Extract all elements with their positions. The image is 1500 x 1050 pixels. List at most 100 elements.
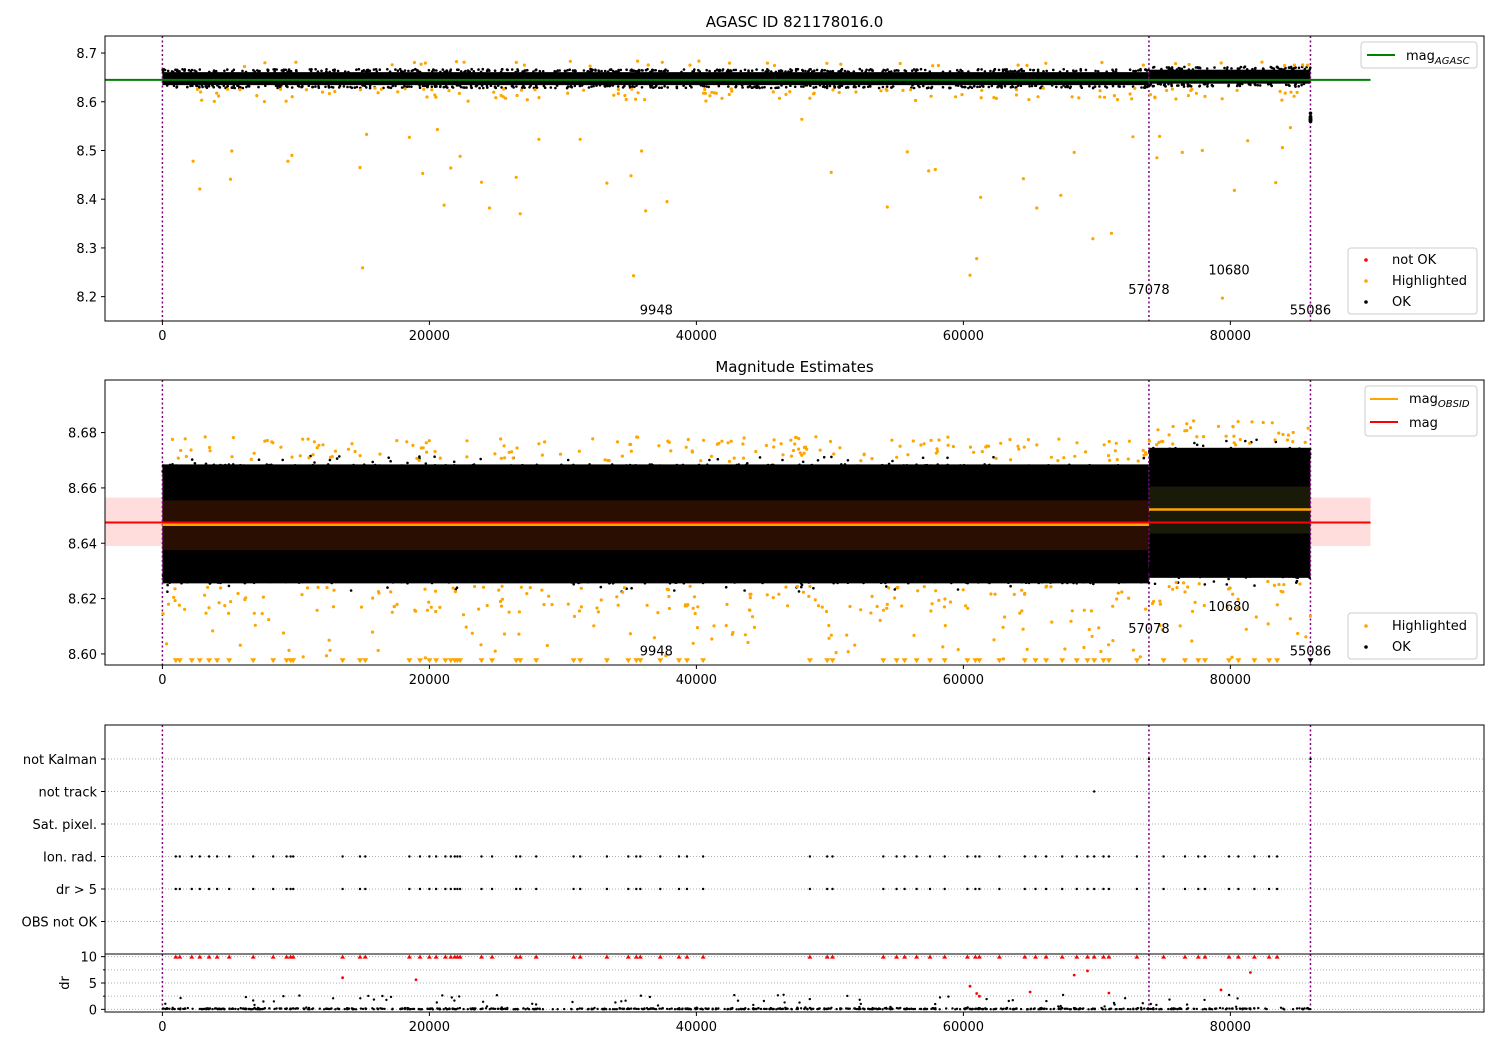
ok-point	[189, 69, 193, 73]
ok-point	[967, 70, 970, 73]
highlighted-point	[794, 435, 798, 439]
ok-point	[771, 466, 774, 470]
ok-point	[1182, 85, 1186, 88]
ok-point	[371, 466, 375, 470]
ok-point	[760, 86, 764, 89]
ok-point	[804, 69, 807, 73]
ok-point	[776, 471, 780, 475]
ok-point	[1028, 579, 1031, 582]
ok-point	[705, 68, 708, 72]
flag-point	[635, 887, 638, 891]
ok-point	[918, 85, 921, 89]
flag-point	[895, 887, 898, 891]
ok-point	[594, 464, 597, 468]
ok-point	[1217, 458, 1220, 461]
ok-point	[608, 84, 611, 88]
ok-point	[822, 571, 825, 574]
dr-point	[1179, 1007, 1182, 1010]
ok-point	[750, 69, 754, 72]
ok-point	[840, 68, 843, 72]
ok-band	[162, 72, 1149, 86]
dr-point	[1192, 1007, 1195, 1010]
clipped-highlighted-marker	[1032, 658, 1039, 664]
highlighted-point	[507, 450, 511, 454]
highlighted-point	[742, 436, 746, 440]
ok-point	[1062, 84, 1065, 87]
ok-point	[830, 455, 833, 459]
ok-point	[214, 466, 218, 470]
ok-point	[311, 463, 315, 467]
ok-point	[528, 580, 532, 584]
highlighted-point	[929, 94, 933, 98]
ok-point	[508, 469, 511, 473]
highlighted-point	[1234, 443, 1238, 447]
ok-point	[1303, 67, 1307, 71]
ok-point	[978, 465, 981, 468]
ok-point	[991, 573, 994, 577]
ok-point	[510, 68, 514, 71]
clipped-highlighted-marker	[270, 658, 277, 664]
ok-point	[218, 570, 222, 573]
ok-point	[1267, 82, 1271, 86]
ok-point	[692, 69, 696, 73]
ok-point	[265, 463, 269, 466]
ok-point	[1047, 466, 1050, 470]
ok-point	[956, 588, 960, 591]
highlighted-point	[1171, 424, 1175, 429]
ok-point	[351, 467, 355, 470]
ok-point	[1296, 576, 1300, 579]
dr-point	[164, 1002, 167, 1005]
ok-point	[701, 581, 705, 585]
ok-point	[643, 575, 646, 579]
highlighted-point	[979, 195, 983, 199]
flag-point	[831, 887, 834, 891]
flag-point	[1102, 887, 1105, 891]
highlighted-point	[1141, 448, 1145, 452]
ok-point	[226, 68, 229, 71]
highlighted-point	[993, 592, 997, 596]
highlighted-point	[798, 451, 802, 455]
ok-point	[997, 68, 1001, 72]
ok-point	[829, 70, 832, 73]
ok-point	[1153, 582, 1157, 586]
ok-point	[444, 464, 448, 467]
highlighted-point	[644, 209, 648, 213]
ok-point	[1081, 472, 1084, 476]
dr-point	[1058, 1007, 1061, 1010]
dr-point	[812, 1007, 815, 1010]
flag-point	[966, 887, 969, 891]
highlighted-point	[582, 88, 586, 92]
ok-point	[1050, 571, 1053, 575]
ok-point	[1065, 84, 1069, 87]
highlighted-point	[430, 88, 434, 92]
clipped-highlighted-marker	[577, 658, 584, 664]
ok-point	[1256, 567, 1260, 570]
dr-point	[783, 1001, 786, 1004]
ok-point	[869, 85, 872, 88]
highlighted-point	[447, 89, 451, 93]
highlighted-point	[1174, 62, 1178, 66]
ok-point	[987, 85, 991, 89]
highlighted-point	[603, 458, 607, 462]
ok-point	[688, 576, 692, 579]
highlighted-point	[304, 88, 308, 92]
ok-point	[721, 69, 724, 72]
ok-point	[952, 580, 956, 583]
ok-point	[859, 469, 862, 473]
ok-point	[1147, 68, 1150, 72]
ok-point	[581, 574, 585, 577]
highlighted-point	[853, 643, 857, 647]
dr-point	[711, 1007, 714, 1010]
dr-point	[762, 1007, 766, 1011]
dr-point	[903, 1007, 906, 1011]
ok-point	[623, 84, 626, 88]
ok-point	[1269, 65, 1273, 69]
ok-point	[402, 572, 406, 575]
ok-point	[1236, 565, 1240, 569]
clipped-dr-marker	[1091, 954, 1097, 959]
dr-point	[496, 1007, 500, 1011]
ok-point	[1217, 565, 1221, 568]
highlighted-point	[890, 438, 894, 442]
highlighted-point	[1260, 60, 1264, 64]
